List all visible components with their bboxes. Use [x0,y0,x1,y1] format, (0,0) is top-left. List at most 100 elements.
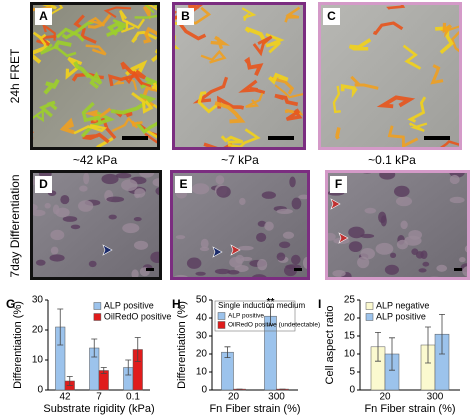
cell [70,224,81,230]
cell [332,270,346,277]
fret-signal [220,135,244,144]
micrograph: B [172,2,306,150]
cell [396,239,409,250]
legend-swatch [217,312,226,320]
y-tick-label: 20 [196,349,208,360]
error-bar [439,314,445,355]
cell [229,256,243,268]
error-bar [91,338,98,358]
cell [420,250,428,259]
cell [195,271,206,276]
fret-signal [402,44,422,70]
fret-signal [73,14,97,44]
fret-signal [241,7,257,22]
cell [384,264,399,275]
error-bar [425,326,431,364]
cell [122,223,140,234]
y-tick-label: 0 [201,385,207,396]
y-tick-label: 20 [32,325,44,336]
cell [133,240,149,250]
cell [276,208,293,214]
panel-letter: I [318,297,321,311]
image-content [30,2,160,150]
fret-signal [252,35,273,57]
micrograph: A [30,2,160,150]
x-tick-label: 300 [427,392,444,403]
y-tick-label: 50 [196,295,208,306]
cell [276,252,286,261]
cell [400,220,408,230]
arrowhead [230,244,241,256]
cell [408,229,422,240]
cell [449,196,465,204]
cell [108,214,117,220]
legend-frame [214,300,296,332]
cell [390,252,397,258]
fret-signal [348,38,372,51]
fret-signal [430,64,444,85]
cell [449,174,460,185]
cell [298,194,310,200]
scale-bar [294,268,302,271]
cell [227,269,240,275]
fret-signal [38,100,58,118]
cell [191,183,210,195]
legend-label: ALP positive [376,311,426,321]
error-bar [389,337,395,371]
legend-label: OilRedO positive (undetectable) [228,322,320,329]
fret-signal [61,20,95,40]
fret-signal [120,20,135,33]
panel-letter-box [330,176,347,193]
row-label: 7day Differentiation [8,174,22,277]
panel-letter-box [35,8,52,25]
arrowhead [102,244,113,256]
cell [101,173,119,185]
fret-signal [135,119,160,135]
fret-signal [92,137,114,150]
fret-signal [387,125,419,149]
cell [257,220,267,227]
legend-swatch [217,321,226,329]
fret-signal [119,9,146,30]
micrograph: E [170,170,310,280]
cell [150,251,162,264]
cell [289,176,296,188]
fret-signal [73,123,108,135]
cell [422,261,430,267]
fret-signal [32,31,47,46]
cell [360,248,376,260]
cell [436,264,448,272]
cell [35,259,46,266]
y-axis-label: Differentiation (%) [12,301,24,389]
fret-signal [192,76,229,104]
error-bar [267,306,274,326]
image-border [30,170,162,280]
error-bar [134,337,141,362]
fret-signal [450,31,462,55]
cell [364,207,377,214]
fret-signal [214,101,246,124]
fret-signal [151,82,160,94]
cell [216,185,231,198]
fret-signal [55,27,85,42]
image-border [170,170,310,280]
image-background [318,2,462,150]
x-tick-label: 20 [379,392,391,403]
cell [234,265,249,272]
x-tick-label: 0.1 [126,392,140,403]
image-border [172,2,306,150]
fret-signal [85,44,107,56]
cell [115,172,132,179]
image-content [170,170,310,280]
error-bar [66,376,73,386]
row-label: 24h FRET [8,48,22,103]
cell [411,248,419,255]
cell [50,246,59,255]
cell [393,185,410,197]
cell [418,268,427,273]
cell [215,175,225,185]
fret-signal [124,70,152,88]
y-tick-label: 0 [37,385,43,396]
micrograph: F [325,170,470,280]
fret-signal [274,93,299,107]
